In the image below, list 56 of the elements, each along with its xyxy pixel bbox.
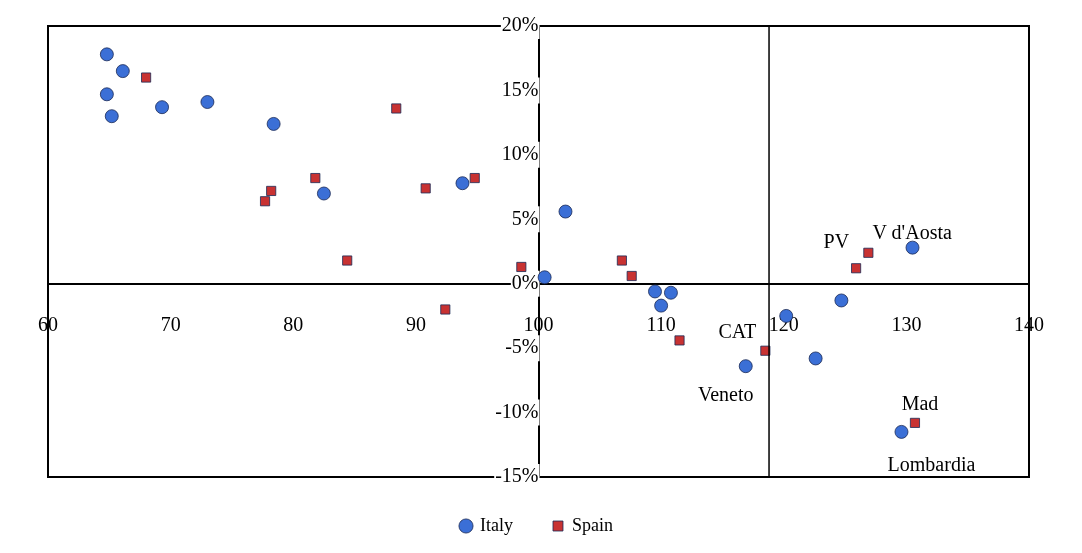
- point: [141, 72, 152, 83]
- point: [516, 261, 527, 272]
- point: [894, 425, 909, 439]
- point: [537, 270, 552, 285]
- y-tick-label: 0%: [511, 270, 539, 293]
- x-tick-label: 130: [891, 312, 922, 335]
- point: [99, 47, 114, 62]
- x-tick-label: 80: [283, 312, 304, 335]
- point: [266, 185, 277, 196]
- point: [391, 103, 402, 114]
- y-tick-label: -5%: [505, 335, 539, 358]
- y-tick-label: 15%: [501, 77, 539, 100]
- point: [155, 100, 169, 115]
- point: [664, 285, 678, 300]
- y-tick-label: -10%: [495, 399, 539, 422]
- annotation: Veneto: [697, 383, 754, 406]
- point: [863, 247, 874, 258]
- annotation: Mad: [901, 392, 939, 415]
- point: [808, 351, 823, 366]
- x-tick-label: 70: [160, 312, 181, 335]
- y-tick-label: 5%: [511, 206, 539, 229]
- point: [317, 186, 331, 201]
- y-tick-label: 20%: [501, 13, 539, 36]
- x-tick-label: 90: [405, 312, 426, 335]
- point: [626, 270, 637, 281]
- y-tick-label: 10%: [501, 142, 539, 165]
- point: [104, 109, 119, 124]
- point: [469, 173, 480, 184]
- point: [310, 173, 321, 184]
- annotation: PV: [823, 230, 850, 253]
- point: [909, 417, 920, 428]
- annotation: V d'Aosta: [872, 220, 952, 243]
- point: [420, 183, 431, 194]
- point: [738, 359, 753, 374]
- point: [648, 284, 662, 299]
- x-tick-label: 110: [646, 312, 676, 335]
- point: [905, 240, 920, 255]
- point: [851, 263, 862, 274]
- point: [616, 255, 627, 266]
- point: [834, 293, 849, 308]
- legend-label: Italy: [480, 514, 514, 535]
- point: [455, 176, 470, 191]
- point: [342, 255, 353, 266]
- point: [440, 304, 451, 315]
- point: [200, 95, 215, 109]
- point: [266, 117, 281, 131]
- legend-label: Spain: [571, 514, 614, 535]
- point: [115, 64, 130, 78]
- point: [654, 298, 669, 313]
- annotation: Lombardia: [887, 453, 976, 476]
- point: [558, 204, 573, 219]
- point: [260, 196, 271, 207]
- point: [99, 87, 114, 102]
- point: [674, 335, 685, 346]
- annotation: CAT: [718, 319, 757, 342]
- y-tick-label: -15%: [495, 464, 539, 487]
